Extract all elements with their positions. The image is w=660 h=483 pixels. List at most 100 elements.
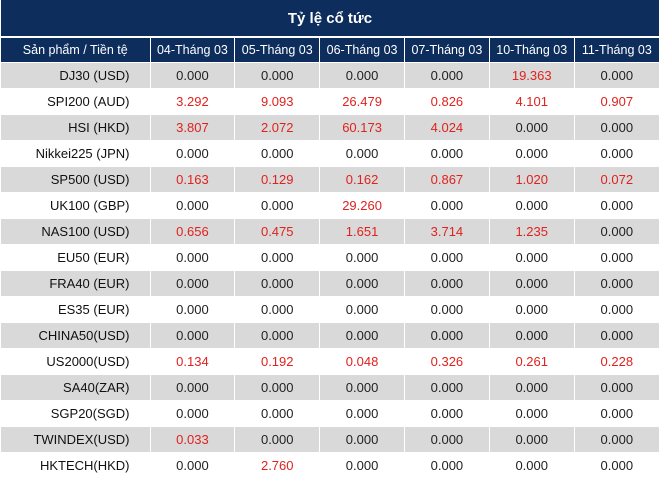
dividend-value-cell: 0.000 xyxy=(489,400,575,427)
dividend-value-cell: 0.000 xyxy=(319,270,405,297)
dividend-value-cell: 0.000 xyxy=(319,426,405,453)
dividend-value-cell: 0.000 xyxy=(150,374,236,401)
dividend-table: Sản phẩm / Tiền tệ 04-Tháng 03 05-Tháng … xyxy=(1,38,659,478)
dividend-value-cell: 0.000 xyxy=(150,244,236,271)
dividend-value-cell: 0.000 xyxy=(404,140,490,167)
dividend-value-cell: 0.000 xyxy=(319,400,405,427)
dividend-value-cell: 0.048 xyxy=(319,348,405,375)
product-cell: TWINDEX(USD) xyxy=(1,426,151,453)
table-row: HKTECH(HKD) 0.000 2.760 0.000 0.000 0.000 0.00… xyxy=(1,452,659,478)
dividend-value-cell: 0.867 xyxy=(404,166,490,193)
dividend-value-cell: 0.000 xyxy=(319,62,405,89)
dividend-value-cell: 0.000 xyxy=(234,296,321,323)
header-date: 10-Tháng 03 xyxy=(489,38,575,63)
dividend-value-cell: 0.000 xyxy=(150,62,236,89)
header-row: Sản phẩm / Tiền tệ 04-Tháng 03 05-Tháng … xyxy=(1,38,659,63)
dividend-value-cell: 3.714 xyxy=(404,218,490,245)
dividend-value-cell: 0.000 xyxy=(404,270,490,297)
dividend-value-cell: 0.000 xyxy=(574,270,659,297)
dividend-value-cell: 26.479 xyxy=(319,88,405,115)
table-body: DJ30 (USD) 0.000 0.000 0.000 0.000 19.363 0.00… xyxy=(1,62,659,478)
header-date: 04-Tháng 03 xyxy=(150,38,236,63)
product-cell: SA40(ZAR) xyxy=(1,374,151,401)
dividend-value-cell: 0.261 xyxy=(489,348,575,375)
header-date: 07-Tháng 03 xyxy=(404,38,490,63)
header-date: 11-Tháng 03 xyxy=(574,38,659,63)
table-row: DJ30 (USD) 0.000 0.000 0.000 0.000 19.363 0.00… xyxy=(1,62,659,89)
dividend-value-cell: 0.000 xyxy=(489,322,575,349)
dividend-value-cell: 0.326 xyxy=(404,348,490,375)
dividend-value-cell: 0.129 xyxy=(234,166,321,193)
table-row: SP500 (USD) 0.163 0.129 0.162 0.867 1.020 0.07… xyxy=(1,166,659,193)
product-cell: SGP20(SGD) xyxy=(1,400,151,427)
dividend-value-cell: 0.000 xyxy=(234,322,321,349)
dividend-value-cell: 0.000 xyxy=(574,114,659,141)
dividend-value-cell: 0.162 xyxy=(319,166,405,193)
product-cell: US2000(USD) xyxy=(1,348,151,375)
dividend-value-cell: 0.000 xyxy=(574,296,659,323)
product-cell: SPI200 (AUD) xyxy=(1,88,151,115)
dividend-value-cell: 0.656 xyxy=(150,218,236,245)
dividend-value-cell: 0.000 xyxy=(404,452,490,478)
product-cell: DJ30 (USD) xyxy=(1,62,151,89)
dividend-value-cell: 0.826 xyxy=(404,88,490,115)
dividend-value-cell: 0.000 xyxy=(234,400,321,427)
dividend-value-cell: 0.000 xyxy=(319,296,405,323)
table-row: EU50 (EUR) 0.000 0.000 0.000 0.000 0.000 0.000 xyxy=(1,244,659,271)
product-cell: HSI (HKD) xyxy=(1,114,151,141)
dividend-value-cell: 1.651 xyxy=(319,218,405,245)
table-row: US2000(USD) 0.134 0.192 0.048 0.326 0.261 0.22… xyxy=(1,348,659,375)
product-cell: HKTECH(HKD) xyxy=(1,452,151,478)
product-cell: NAS100 (USD) xyxy=(1,218,151,245)
dividend-value-cell: 0.000 xyxy=(574,426,659,453)
dividend-value-cell: 0.000 xyxy=(234,270,321,297)
dividend-value-cell: 9.093 xyxy=(234,88,321,115)
dividend-value-cell: 0.000 xyxy=(489,114,575,141)
dividend-value-cell: 0.907 xyxy=(574,88,659,115)
dividend-value-cell: 29.260 xyxy=(319,192,405,219)
dividend-value-cell: 0.228 xyxy=(574,348,659,375)
dividend-value-cell: 0.000 xyxy=(319,140,405,167)
dividend-value-cell: 0.000 xyxy=(319,322,405,349)
dividend-value-cell: 19.363 xyxy=(489,62,575,89)
dividend-value-cell: 0.163 xyxy=(150,166,236,193)
dividend-value-cell: 0.000 xyxy=(489,296,575,323)
dividend-value-cell: 0.000 xyxy=(574,244,659,271)
dividend-value-cell: 0.000 xyxy=(574,62,659,89)
product-cell: Nikkei225 (JPN) xyxy=(1,140,151,167)
dividend-value-cell: 0.000 xyxy=(574,192,659,219)
dividend-value-cell: 0.000 xyxy=(489,452,575,478)
dividend-value-cell: 0.000 xyxy=(404,244,490,271)
dividend-value-cell: 0.000 xyxy=(489,244,575,271)
dividend-value-cell: 0.000 xyxy=(150,140,236,167)
dividend-value-cell: 3.807 xyxy=(150,114,236,141)
dividend-value-cell: 0.000 xyxy=(574,400,659,427)
dividend-value-cell: 0.000 xyxy=(319,374,405,401)
dividend-value-cell: 0.000 xyxy=(234,192,321,219)
dividend-value-cell: 0.033 xyxy=(150,426,236,453)
table-row: Nikkei225 (JPN) 0.000 0.000 0.000 0.000 0.000… xyxy=(1,140,659,167)
dividend-value-cell: 0.000 xyxy=(404,374,490,401)
dividend-value-cell: 0.000 xyxy=(489,426,575,453)
dividend-value-cell: 0.000 xyxy=(234,244,321,271)
dividend-value-cell: 0.475 xyxy=(234,218,321,245)
dividend-value-cell: 0.000 xyxy=(489,270,575,297)
table-row: FRA40 (EUR) 0.000 0.000 0.000 0.000 0.000 0.00… xyxy=(1,270,659,297)
dividend-value-cell: 60.173 xyxy=(319,114,405,141)
dividend-value-cell: 0.000 xyxy=(574,374,659,401)
table-row: HSI (HKD) 3.807 2.072 60.173 4.024 0.000 0.000 xyxy=(1,114,659,141)
dividend-value-cell: 2.760 xyxy=(234,452,321,478)
table-row: CHINA50(USD) 0.000 0.000 0.000 0.000 0.000 0.0… xyxy=(1,322,659,349)
dividend-value-cell: 0.000 xyxy=(150,452,236,478)
dividend-value-cell: 0.000 xyxy=(150,296,236,323)
header-product: Sản phẩm / Tiền tệ xyxy=(1,38,151,63)
dividend-value-cell: 0.000 xyxy=(234,140,321,167)
dividend-value-cell: 0.000 xyxy=(150,270,236,297)
dividend-value-cell: 0.000 xyxy=(574,322,659,349)
dividend-value-cell: 0.000 xyxy=(404,322,490,349)
dividend-value-cell: 0.000 xyxy=(150,192,236,219)
dividend-value-cell: 0.000 xyxy=(319,452,405,478)
dividend-value-cell: 0.000 xyxy=(574,452,659,478)
dividend-value-cell: 0.000 xyxy=(404,296,490,323)
dividend-value-cell: 0.000 xyxy=(150,400,236,427)
